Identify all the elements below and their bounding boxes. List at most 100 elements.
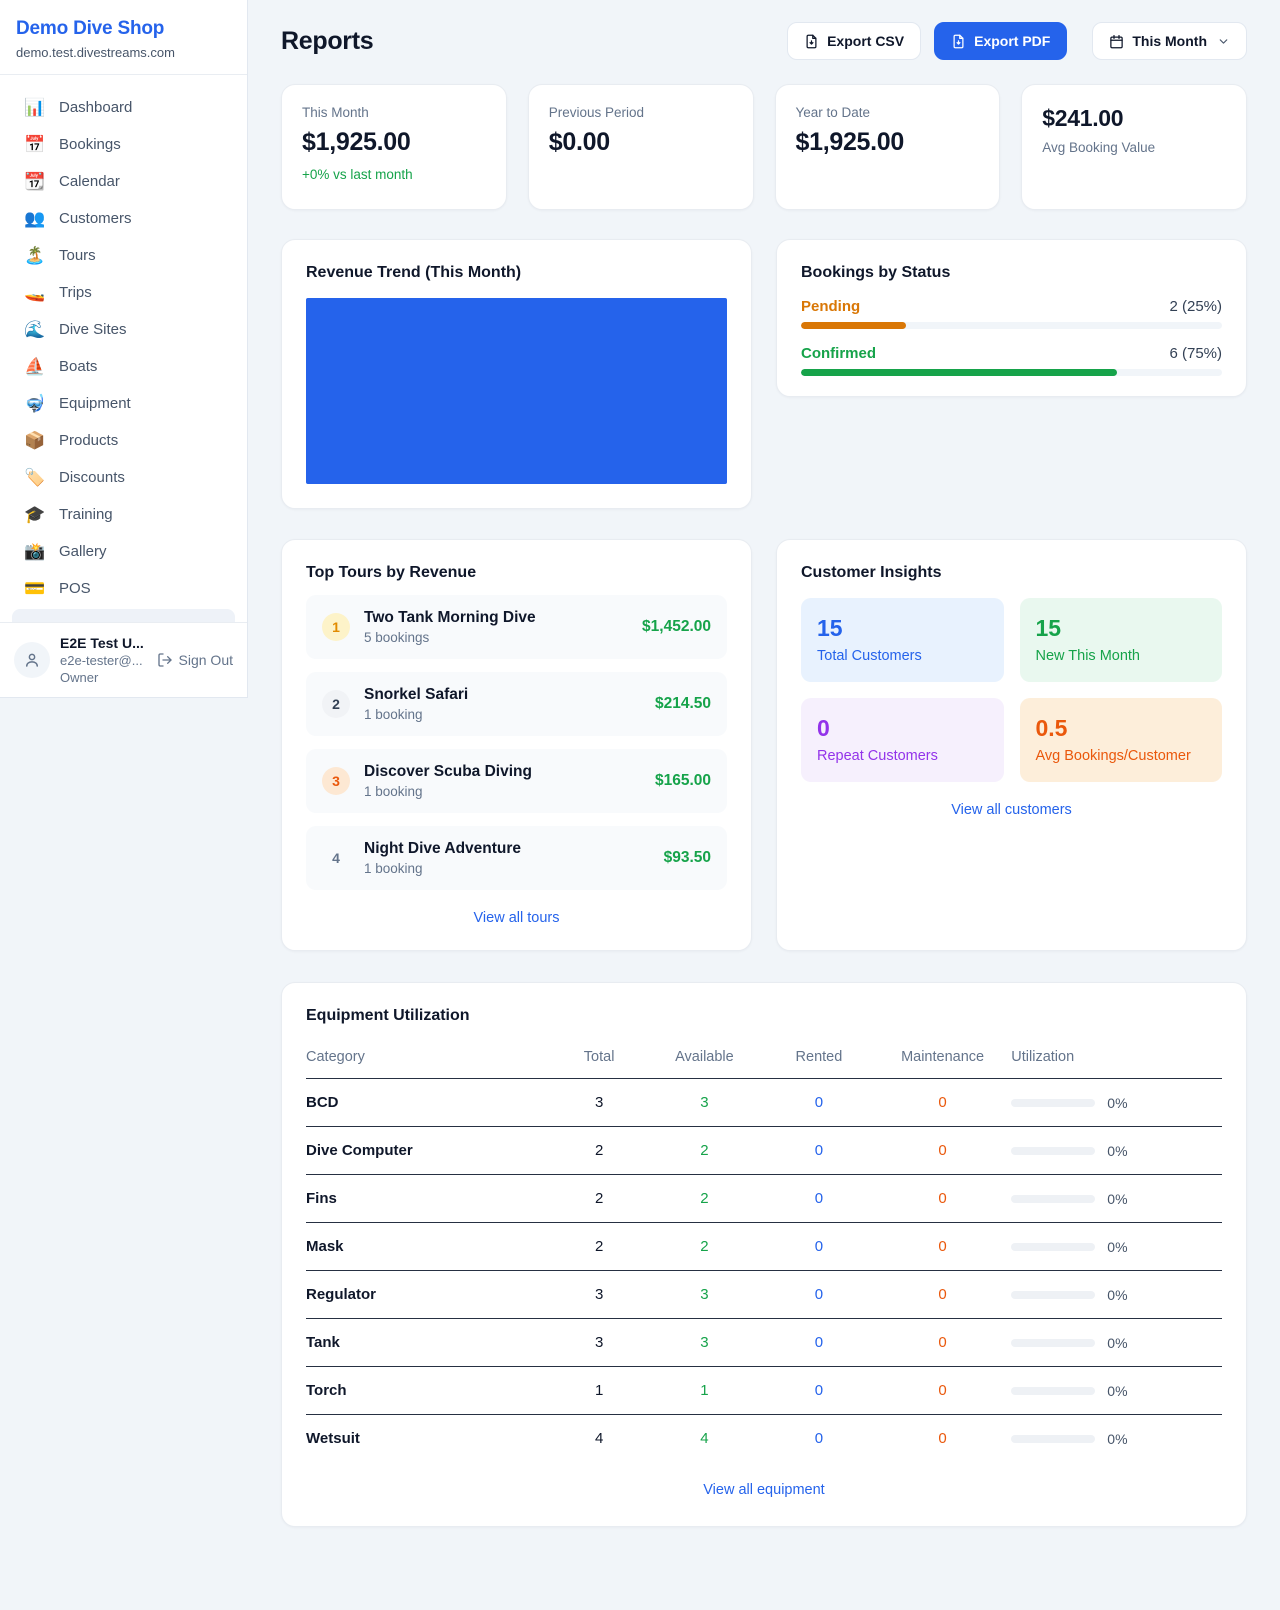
cell-category: BCD [306, 1078, 554, 1127]
stat-label: Avg Booking Value [1042, 140, 1156, 155]
charts-row: Revenue Trend (This Month) Bookings by S… [281, 239, 1247, 509]
insight-tile-avg-bookings: 0.5 Avg Bookings/Customer [1019, 698, 1222, 782]
tour-name: Snorkel Safari [364, 686, 469, 703]
page-title: Reports [281, 26, 374, 55]
sidebar-item-calendar[interactable]: 📆 Calendar [12, 163, 235, 200]
sign-out-button[interactable]: Sign Out [157, 652, 233, 668]
sidebar-item-tours[interactable]: 🏝️ Tours [12, 237, 235, 274]
cell-available: 3 [644, 1318, 764, 1367]
bar-chart-icon: 📊 [24, 98, 46, 117]
sidebar-item-label: Boats [59, 358, 98, 375]
sidebar-item-bookings[interactable]: 📅 Bookings [12, 126, 235, 163]
sidebar-item-discounts[interactable]: 🏷️ Discounts [12, 459, 235, 496]
export-pdf-button[interactable]: Export PDF [934, 22, 1068, 60]
export-csv-label: Export CSV [827, 33, 905, 49]
sidebar-item-label: Dive Sites [59, 321, 127, 338]
user-role: Owner [60, 670, 99, 685]
tour-name: Night Dive Adventure [364, 840, 522, 857]
cell-category: Tank [306, 1318, 554, 1367]
equipment-utilization-card: Equipment Utilization Category Total Ava… [281, 982, 1247, 1527]
insight-value: 0 [817, 715, 830, 741]
sidebar-nav: 📊 Dashboard 📅 Bookings 📆 Calendar 👥 Cust… [0, 75, 247, 622]
insight-value: 0.5 [1035, 715, 1068, 741]
utilization-percent: 0% [1107, 1334, 1128, 1351]
brand[interactable]: Demo Dive Shop demo.test.divestreams.com [0, 0, 247, 75]
utilization-percent: 0% [1107, 1382, 1128, 1399]
table-row: Mask 2 2 0 0 0% [306, 1222, 1222, 1271]
view-all-equipment-link[interactable]: View all equipment [703, 1482, 825, 1498]
cell-category: Torch [306, 1366, 554, 1415]
cell-available: 4 [700, 1430, 709, 1447]
status-count: 2 (25%) [1169, 298, 1222, 315]
cell-maintenance: 0 [873, 1174, 1012, 1223]
view-all-customers-link[interactable]: View all customers [951, 802, 1072, 818]
sidebar-item-products[interactable]: 📦 Products [12, 422, 235, 459]
sidebar-item-label: Calendar [59, 173, 120, 190]
sidebar-item-label: Dashboard [59, 99, 133, 116]
camera-icon: 📸 [24, 542, 46, 561]
sidebar-item-training[interactable]: 🎓 Training [12, 496, 235, 533]
sidebar-item-customers[interactable]: 👥 Customers [12, 200, 235, 237]
chevron-down-icon [1217, 35, 1230, 48]
utilization-bar [1011, 1338, 1096, 1347]
table-row: Tank 3 3 0 0 0% [306, 1318, 1222, 1367]
utilization-percent: 0% [1107, 1430, 1128, 1447]
tour-name: Discover Scuba Diving [364, 763, 532, 780]
logout-icon [157, 652, 173, 668]
cell-rented: 0 [763, 1366, 874, 1415]
cell-available: 3 [644, 1270, 764, 1319]
view-all-tours-link[interactable]: View all tours [473, 910, 560, 926]
sidebar-item-trips[interactable]: 🚤 Trips [12, 274, 235, 311]
export-csv-button[interactable]: Export CSV [787, 22, 922, 60]
export-pdf-label: Export PDF [974, 33, 1051, 49]
insight-value: 15 [1035, 615, 1062, 641]
tour-list-item: 2 Snorkel Safari 1 booking $214.50 [306, 672, 727, 736]
stat-card-previous-period: Previous Period $0.00 [527, 84, 754, 210]
progress-fill [801, 369, 1117, 376]
status-label: Confirmed [801, 345, 876, 362]
diving-mask-icon: 🤿 [24, 394, 46, 413]
sidebar-item-partial-active[interactable] [12, 609, 235, 622]
package-icon: 📦 [24, 431, 46, 450]
cell-total: 2 [553, 1126, 645, 1175]
period-selector-label: This Month [1132, 33, 1207, 49]
sidebar-item-dashboard[interactable]: 📊 Dashboard [12, 89, 235, 126]
sidebar-item-boats[interactable]: ⛵ Boats [12, 348, 235, 385]
utilization-bar [1011, 1434, 1096, 1443]
revenue-trend-bar [306, 298, 727, 484]
utilization-bar [1011, 1242, 1096, 1251]
tear-off-calendar-icon: 📆 [24, 172, 46, 191]
sidebar-item-label: Equipment [59, 395, 131, 412]
sidebar-item-dive-sites[interactable]: 🌊 Dive Sites [12, 311, 235, 348]
sidebar-item-equipment[interactable]: 🤿 Equipment [12, 385, 235, 422]
column-header: Category [306, 1037, 554, 1079]
bookings-by-status-title: Bookings by Status [801, 264, 951, 281]
utilization-percent: 0% [1107, 1190, 1128, 1207]
period-selector[interactable]: This Month [1092, 22, 1247, 60]
cell-rented: 0 [763, 1126, 874, 1175]
stat-value: $241.00 [1042, 105, 1124, 131]
column-header: Available [644, 1037, 764, 1079]
cell-maintenance: 0 [938, 1430, 947, 1447]
utilization-percent: 0% [1107, 1094, 1128, 1111]
tour-list-item: 4 Night Dive Adventure 1 booking $93.50 [306, 826, 727, 890]
file-download-icon [951, 34, 966, 49]
sidebar: Demo Dive Shop demo.test.divestreams.com… [0, 0, 248, 698]
status-label: Pending [801, 298, 861, 315]
cell-maintenance: 0 [873, 1222, 1012, 1271]
cell-category: Regulator [306, 1270, 554, 1319]
tag-icon: 🏷️ [24, 468, 46, 487]
cell-available: 1 [644, 1366, 764, 1415]
status-row-pending: Pending 2 (25%) [801, 298, 1222, 329]
sidebar-item-pos[interactable]: 💳 POS [12, 570, 235, 607]
stat-card-this-month: This Month $1,925.00 +0% vs last month [281, 84, 507, 210]
speedboat-icon: 🚤 [24, 283, 46, 302]
sidebar-item-gallery[interactable]: 📸 Gallery [12, 533, 235, 570]
sidebar-item-label: POS [59, 580, 91, 597]
status-row-confirmed: Confirmed 6 (75%) [801, 345, 1222, 376]
progress-track [801, 369, 1222, 376]
mid-row: Top Tours by Revenue 1 Two Tank Morning … [281, 539, 1247, 951]
table-row: Torch 1 1 0 0 0% [306, 1366, 1222, 1415]
stat-label: Previous Period [548, 105, 645, 120]
cell-total: 2 [553, 1222, 645, 1271]
